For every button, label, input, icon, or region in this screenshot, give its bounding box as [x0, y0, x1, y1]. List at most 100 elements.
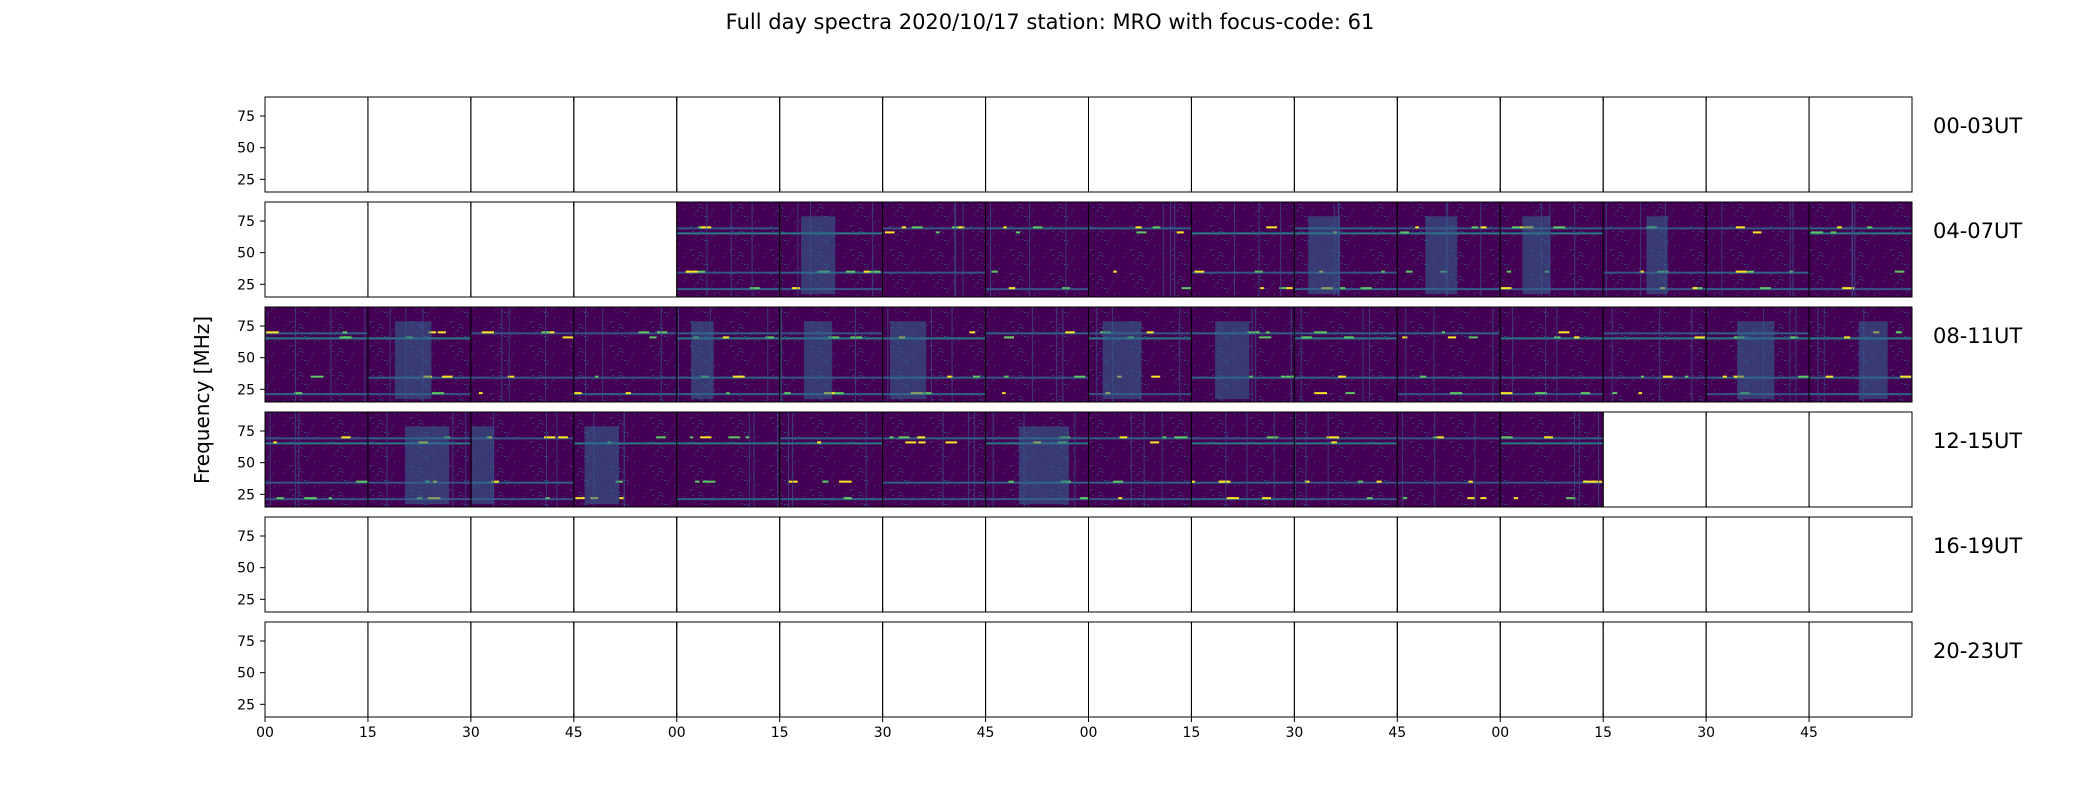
rfi-speck	[1357, 480, 1364, 483]
time-streak	[810, 202, 812, 297]
emission-line	[1397, 481, 1501, 484]
panel-frame	[779, 621, 884, 718]
emission-line	[1191, 271, 1295, 274]
emission-line	[1809, 232, 1912, 235]
rfi-speck	[356, 480, 369, 483]
rfi-speck	[656, 436, 666, 439]
time-streak	[968, 412, 970, 507]
rfi-speck	[1080, 497, 1089, 500]
time-streak	[1545, 307, 1547, 402]
emission-line	[1294, 288, 1398, 291]
time-streak	[854, 307, 856, 402]
rfi-speck	[442, 375, 453, 378]
spectrogram-panel	[676, 412, 780, 507]
panel-frame	[573, 96, 678, 193]
panel-frame	[1808, 516, 1913, 613]
emission-line	[573, 332, 677, 335]
time-streak	[678, 307, 680, 402]
rfi-speck	[1735, 270, 1748, 273]
time-streak	[1789, 307, 1791, 402]
time-streak	[465, 412, 467, 507]
x-tick-label: 45	[1388, 725, 1406, 741]
rfi-speck	[1304, 480, 1310, 483]
time-streak	[1851, 202, 1853, 297]
rfi-speck	[1441, 331, 1446, 334]
time-streak	[1401, 412, 1403, 507]
time-streak	[1362, 307, 1364, 402]
panel-frame	[1190, 621, 1295, 718]
time-streak	[1854, 202, 1856, 297]
time-streak	[1300, 307, 1302, 402]
rfi-speck	[1468, 480, 1473, 483]
rfi-speck	[1558, 331, 1570, 334]
panel-frame	[1602, 621, 1707, 718]
spectrogram-panel	[1088, 412, 1192, 507]
time-streak	[1029, 202, 1031, 297]
rfi-speck	[1553, 226, 1566, 229]
rfi-speck	[885, 231, 895, 234]
time-streak	[777, 412, 779, 507]
rfi-speck	[1381, 270, 1385, 273]
broadband-block	[1737, 321, 1775, 400]
time-streak	[1445, 202, 1447, 297]
panel-frame	[1190, 96, 1295, 193]
rfi-speck	[1366, 497, 1373, 500]
time-streak	[508, 307, 510, 402]
y-tick-label: 25	[237, 382, 255, 398]
rfi-speck	[947, 375, 953, 378]
rfi-speck	[1798, 375, 1811, 378]
time-streak	[973, 412, 975, 507]
rfi-speck	[1433, 436, 1438, 439]
rfi-speck	[478, 392, 483, 395]
rfi-speck	[428, 331, 437, 334]
time-streak	[269, 412, 271, 507]
rfi-speck	[1279, 287, 1287, 290]
rfi-speck	[1663, 375, 1673, 378]
rfi-speck	[1218, 480, 1229, 483]
emission-line	[985, 288, 1089, 291]
rfi-speck	[1513, 497, 1519, 500]
x-tick-label: 00	[1491, 725, 1509, 741]
x-tick-label: 30	[1285, 725, 1303, 741]
emission-line	[882, 376, 986, 379]
rfi-speck	[1685, 375, 1689, 378]
time-streak	[501, 307, 503, 402]
time-streak	[1823, 307, 1825, 402]
time-streak	[792, 412, 794, 507]
time-streak	[1434, 412, 1436, 507]
rfi-speck	[973, 375, 981, 378]
rfi-speck	[1181, 287, 1193, 290]
row-label: 12-15UT	[1933, 429, 2022, 453]
y-tick-label: 50	[237, 561, 255, 577]
broadband-block	[472, 426, 494, 505]
emission-line	[1294, 498, 1398, 501]
y-tick-label: 25	[237, 172, 255, 188]
emission-line	[1809, 288, 1912, 291]
rfi-speck	[1266, 331, 1270, 334]
rfi-speck	[558, 436, 568, 439]
rfi-speck	[1402, 336, 1408, 339]
y-tick-label: 75	[237, 424, 255, 440]
rfi-speck	[1825, 375, 1834, 378]
time-streak	[1598, 412, 1600, 507]
rfi-speck	[339, 336, 352, 339]
time-streak	[1258, 202, 1260, 297]
rfi-speck	[1338, 375, 1347, 378]
time-streak	[1280, 202, 1282, 297]
spectrogram-panel	[573, 307, 677, 402]
rfi-speck	[1151, 375, 1161, 378]
time-streak	[1659, 307, 1661, 402]
x-tick-label: 15	[359, 725, 377, 741]
rfi-speck	[697, 270, 706, 273]
panel-frame	[676, 96, 781, 193]
emission-line	[1088, 481, 1192, 484]
rfi-speck	[1314, 331, 1327, 334]
time-streak	[1112, 307, 1114, 402]
rfi-speck	[898, 436, 910, 439]
broadband-block	[1102, 321, 1142, 400]
rfi-speck	[722, 336, 730, 339]
emission-line	[676, 442, 780, 445]
rfi-speck	[1512, 226, 1522, 229]
time-streak	[1817, 307, 1819, 402]
y-tick-label: 50	[237, 351, 255, 367]
